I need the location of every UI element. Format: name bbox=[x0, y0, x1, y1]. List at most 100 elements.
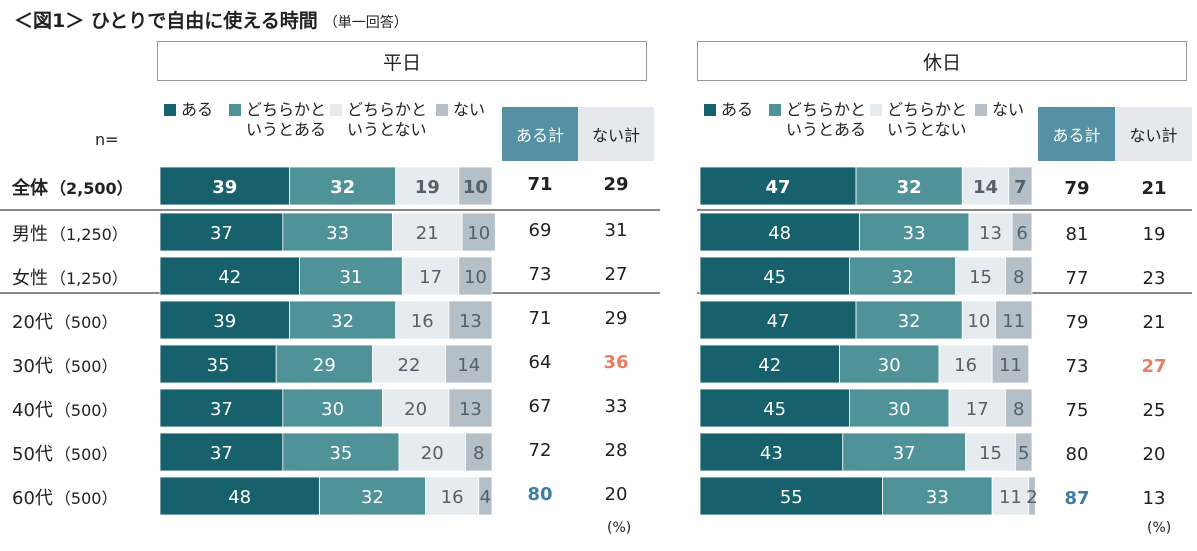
bar-value-label: 16 bbox=[411, 311, 434, 332]
bar-segment-dochira-nai bbox=[968, 212, 1013, 252]
legend-swatch-dochira-aru bbox=[229, 104, 241, 116]
legend-dochira-aru-holiday: どちらかと いうとある bbox=[769, 100, 866, 140]
aru-kei-value: 79 bbox=[1064, 178, 1090, 199]
bar-value-label: 32 bbox=[330, 177, 355, 198]
bar-segment-dochira-nai bbox=[955, 256, 1006, 296]
nai-kei-value: 31 bbox=[604, 220, 628, 241]
bar-value-label: 32 bbox=[898, 311, 921, 332]
bar-value-label: 17 bbox=[966, 399, 989, 420]
bar-value-label: 10 bbox=[467, 223, 490, 244]
legend-aru-holiday: ある bbox=[704, 100, 753, 120]
bar-segment-aru bbox=[699, 388, 850, 428]
bar-value-label: 32 bbox=[891, 267, 914, 288]
row-label-text: 30代 bbox=[12, 356, 53, 377]
legend-aru-weekday: ある bbox=[164, 100, 213, 120]
bar-segment-dochira-nai bbox=[938, 344, 993, 384]
bar-value-label: 13 bbox=[459, 311, 482, 332]
bar-value-label: 42 bbox=[758, 355, 781, 376]
bar-value-label: 30 bbox=[888, 399, 911, 420]
legend-label: いうとない bbox=[347, 120, 427, 139]
bar-segment-dochira-aru bbox=[299, 256, 403, 296]
legend-swatch-aru bbox=[704, 104, 716, 116]
legend-label: いうとある bbox=[786, 120, 867, 139]
row-label-text: 全体 bbox=[12, 178, 48, 199]
bar-value-label: 42 bbox=[218, 267, 241, 288]
nai-kei-value: 20 bbox=[1142, 444, 1166, 465]
bar-segment-dochira-aru bbox=[282, 388, 383, 428]
legend-swatch-nai bbox=[975, 104, 987, 116]
aru-kei-value: 80 bbox=[1065, 444, 1089, 465]
panel-title-weekday: 平日 bbox=[157, 41, 647, 81]
bar-segment-dochira-aru bbox=[289, 300, 397, 340]
nai-kei-value: 21 bbox=[1142, 312, 1166, 333]
row-label: 女性 （1,250） bbox=[12, 264, 128, 290]
bar-segment-dochira-nai bbox=[398, 432, 466, 472]
bar-value-label: 32 bbox=[361, 487, 384, 508]
aru-kei-value: 69 bbox=[528, 220, 552, 241]
bar-segment-aru bbox=[159, 212, 284, 252]
bar-value-label: 16 bbox=[954, 355, 977, 376]
nai-kei-value: 19 bbox=[1142, 224, 1166, 245]
bar-value-label: 29 bbox=[313, 355, 336, 376]
bar-value-label: 47 bbox=[767, 311, 790, 332]
aru-kei-value: 67 bbox=[528, 396, 552, 417]
bar-segment-dochira-nai bbox=[991, 476, 1030, 516]
bar-value-label: 37 bbox=[893, 443, 916, 464]
bar-segment-aru bbox=[699, 300, 857, 340]
bar-value-label: 11 bbox=[999, 355, 1022, 376]
nai-kei-value: 25 bbox=[1142, 400, 1166, 421]
row-n: （500） bbox=[54, 445, 118, 464]
row-label: 20代 （500） bbox=[12, 308, 117, 334]
nai-kei-header-holiday: ない計 bbox=[1115, 107, 1192, 161]
bar-segment-dochira-nai bbox=[395, 300, 450, 340]
legend-dochira-nai-holiday: どちらかと いうとない bbox=[870, 100, 967, 140]
bar-segment-dochira-nai bbox=[372, 344, 446, 384]
bar-segment-dochira-nai bbox=[391, 212, 463, 252]
bar-value-label: 10 bbox=[967, 311, 990, 332]
bar-value-label: 17 bbox=[419, 267, 442, 288]
bar-value-label: 13 bbox=[459, 399, 482, 420]
bar-value-label: 39 bbox=[212, 177, 237, 198]
separator-line bbox=[697, 209, 1192, 211]
nai-kei-value: 28 bbox=[604, 440, 628, 461]
bar-value-label: 37 bbox=[210, 443, 233, 464]
aru-kei-value: 80 bbox=[527, 484, 553, 505]
bar-value-label: 47 bbox=[765, 177, 790, 198]
bar-segment-dochira-aru bbox=[318, 476, 426, 516]
bar-value-label: 6 bbox=[1016, 223, 1027, 244]
bar-segment-nai bbox=[448, 388, 493, 428]
aru-kei-value: 87 bbox=[1064, 488, 1090, 509]
legend-label: どちらかと bbox=[246, 100, 327, 119]
bar-segment-dochira-nai bbox=[965, 432, 1016, 472]
bar-value-label: 7 bbox=[1014, 177, 1027, 198]
bar-value-label: 11 bbox=[1002, 311, 1025, 332]
row-label-text: 20代 bbox=[12, 312, 53, 333]
bar-segment-dochira-aru bbox=[858, 212, 970, 252]
aru-kei-value: 71 bbox=[528, 308, 552, 329]
unit-label-holiday: (%) bbox=[1147, 520, 1172, 536]
legend-label: いうとある bbox=[246, 120, 327, 139]
legend-label: ない bbox=[992, 100, 1025, 119]
bar-segment-dochira-aru bbox=[849, 256, 957, 296]
legend-label: どちらかと bbox=[786, 100, 867, 119]
bar-value-label: 32 bbox=[897, 177, 922, 198]
bar-segment-nai bbox=[458, 166, 493, 206]
legend-nai-weekday: ない bbox=[436, 100, 485, 120]
bar-segment-nai bbox=[1005, 256, 1033, 296]
row-label-text: 女性 bbox=[12, 268, 48, 289]
aru-kei-value: 73 bbox=[1065, 356, 1089, 377]
bar-segment-aru bbox=[699, 212, 860, 252]
legend-label: どちらかと bbox=[887, 100, 968, 119]
aru-kei-header-holiday: ある計 bbox=[1038, 107, 1115, 161]
bar-segment-aru bbox=[699, 256, 850, 296]
bar-segment-dochira-aru bbox=[849, 388, 950, 428]
nai-kei-value: 27 bbox=[604, 264, 628, 285]
separator-line bbox=[0, 209, 660, 211]
bar-segment-nai bbox=[445, 344, 493, 384]
bar-segment-dochira-nai bbox=[948, 388, 1006, 428]
bar-value-label: 37 bbox=[210, 223, 233, 244]
bar-segment-aru bbox=[159, 300, 290, 340]
bar-segment-nai bbox=[465, 432, 493, 472]
aru-kei-value: 79 bbox=[1065, 312, 1089, 333]
aru-kei-value: 72 bbox=[528, 440, 552, 461]
